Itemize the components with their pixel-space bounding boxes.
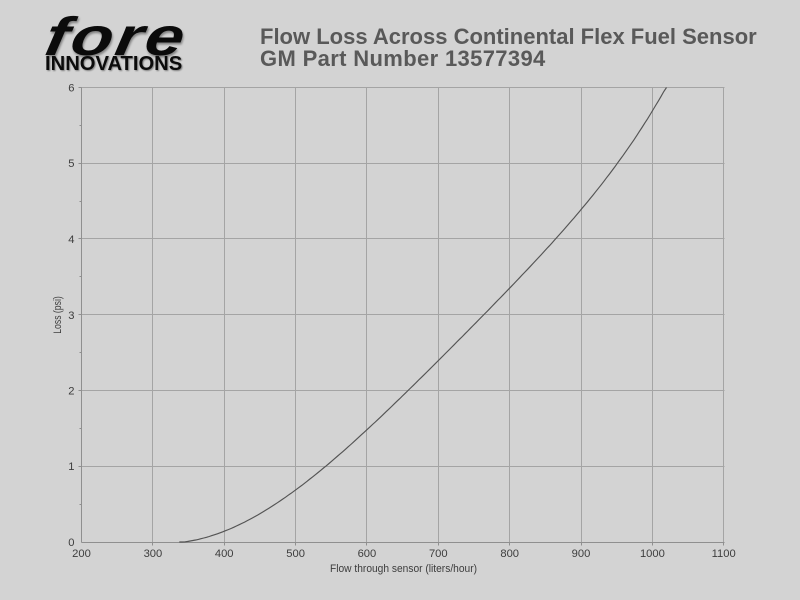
svg-text:4: 4 [68, 234, 74, 246]
svg-text:Loss (psi): Loss (psi) [52, 296, 64, 334]
svg-text:400: 400 [215, 548, 234, 560]
svg-text:300: 300 [144, 548, 163, 560]
svg-text:500: 500 [286, 548, 305, 560]
svg-text:0: 0 [68, 537, 74, 549]
svg-text:3: 3 [68, 310, 74, 322]
svg-text:2: 2 [68, 386, 74, 398]
svg-text:200: 200 [72, 548, 91, 560]
svg-text:1000: 1000 [640, 548, 665, 560]
svg-text:5: 5 [68, 158, 74, 170]
svg-text:6: 6 [68, 83, 74, 95]
svg-text:700: 700 [429, 548, 448, 560]
svg-text:1100: 1100 [712, 548, 736, 560]
svg-text:800: 800 [500, 548, 519, 560]
svg-text:600: 600 [358, 548, 377, 560]
svg-text:900: 900 [572, 548, 591, 560]
svg-text:1: 1 [68, 461, 74, 473]
svg-text:Flow through sensor (liters/ho: Flow through sensor (liters/hour) [330, 563, 477, 575]
